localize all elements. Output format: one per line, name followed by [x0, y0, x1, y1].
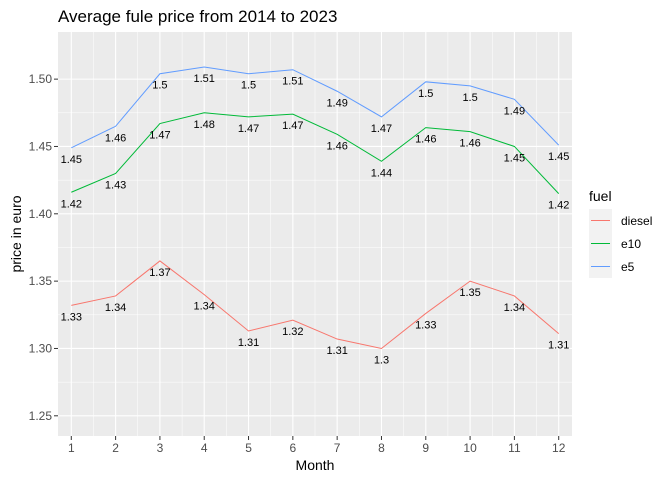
x-tick-label: 5	[245, 441, 252, 455]
data-label-e10: 1.47	[238, 123, 259, 135]
legend-label-e10: e10	[621, 237, 641, 251]
data-label-e10: 1.44	[371, 167, 392, 179]
data-label-e10: 1.47	[282, 120, 303, 132]
data-label-e10: 1.43	[105, 179, 126, 191]
data-label-e5: 1.5	[152, 80, 167, 92]
data-label-e5: 1.47	[371, 123, 392, 135]
y-tick-label: 1.45	[29, 139, 53, 153]
data-label-diesel: 1.34	[194, 301, 215, 313]
x-tick-label: 11	[508, 441, 521, 455]
data-label-e10: 1.47	[149, 130, 170, 142]
x-axis-title: Month	[296, 457, 335, 473]
data-label-e10: 1.42	[61, 198, 82, 210]
data-label-diesel: 1.34	[105, 302, 126, 314]
data-label-e5: 1.49	[504, 105, 525, 117]
data-label-diesel: 1.35	[459, 287, 480, 299]
series-lines	[71, 66, 560, 350]
y-tick-label: 1.25	[29, 409, 53, 423]
data-label-e10: 1.48	[194, 119, 215, 131]
x-tick-label: 6	[290, 441, 297, 455]
data-label-diesel: 1.31	[548, 340, 569, 352]
data-label-diesel: 1.31	[238, 337, 259, 349]
x-tick-label: 1	[68, 441, 75, 455]
data-label-diesel: 1.31	[326, 345, 347, 357]
x-tick-label: 9	[422, 441, 429, 455]
x-tick-label: 2	[112, 441, 119, 455]
data-label-e10: 1.42	[548, 200, 569, 212]
data-label-e5: 1.46	[105, 132, 126, 144]
data-label-e5: 1.49	[326, 97, 347, 109]
data-label-e10: 1.46	[326, 140, 347, 152]
x-tick-label: 3	[157, 441, 164, 455]
data-labels: 1.33 1.34 1.37 1.34 1.31 1.32 1.31 1.3 1.33 1.35 1…	[61, 73, 570, 366]
y-axis: 1.25 1.30 1.35 1.40 1.45 1.50	[29, 72, 58, 423]
x-axis: 1 2 3 4 5 6 7 8 9 10 11 12	[68, 436, 566, 455]
y-tick-label: 1.35	[29, 274, 53, 288]
data-label-diesel: 1.34	[504, 302, 525, 314]
data-label-diesel: 1.32	[282, 326, 303, 338]
x-tick-label: 12	[552, 441, 566, 455]
data-label-diesel: 1.37	[149, 267, 170, 279]
data-label-e10: 1.46	[459, 138, 480, 150]
x-tick-label: 8	[378, 441, 385, 455]
data-label-e5: 1.5	[241, 80, 256, 92]
chart-title: Average fule price from 2014 to 2023	[58, 7, 337, 26]
major-gridlines	[58, 32, 572, 436]
y-axis-title: price in euro	[8, 195, 24, 272]
data-label-e5: 1.5	[462, 92, 477, 104]
data-label-e5: 1.45	[548, 151, 569, 163]
data-label-diesel: 1.33	[415, 319, 436, 331]
legend-label-diesel: diesel	[621, 214, 652, 228]
x-tick-label: 10	[463, 441, 477, 455]
data-label-e5: 1.51	[282, 76, 303, 88]
data-label-e10: 1.46	[415, 134, 436, 146]
y-tick-label: 1.40	[29, 207, 53, 221]
data-label-e10: 1.45	[504, 152, 525, 164]
data-label-e5: 1.51	[194, 73, 215, 85]
data-label-e5: 1.45	[61, 154, 82, 166]
y-tick-label: 1.30	[29, 341, 53, 355]
legend: fuel diesel e10 e5	[589, 188, 652, 278]
legend-label-e5: e5	[621, 260, 635, 274]
legend-title: fuel	[589, 188, 612, 204]
data-label-diesel: 1.3	[374, 354, 389, 366]
data-label-diesel: 1.33	[61, 311, 82, 323]
y-tick-label: 1.50	[29, 72, 53, 86]
series-line-diesel	[71, 260, 560, 350]
series-line-e10	[71, 112, 560, 194]
data-label-e5: 1.5	[418, 88, 433, 100]
x-tick-label: 4	[201, 441, 208, 455]
x-tick-label: 7	[334, 441, 341, 455]
series-line-e5	[71, 66, 560, 149]
